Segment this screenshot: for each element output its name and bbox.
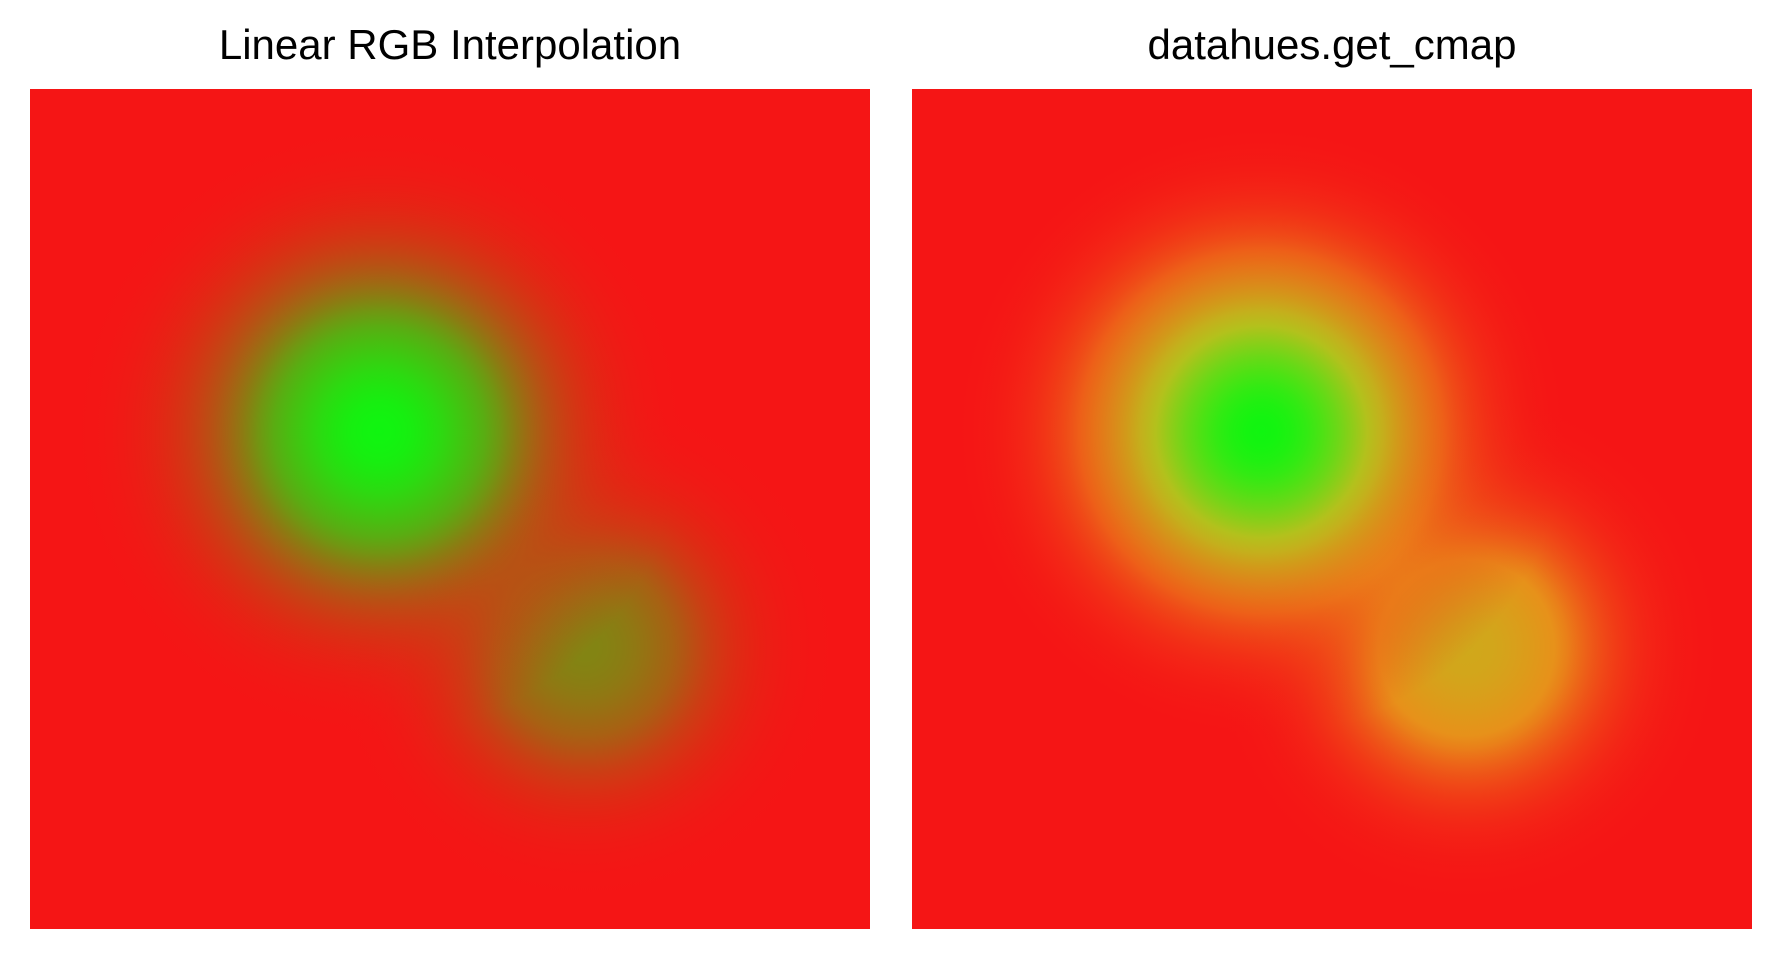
heatmap: [912, 89, 1752, 929]
heatmap-blob: [959, 129, 1564, 735]
heatmap-blob: [77, 129, 682, 735]
heatmap: [30, 89, 870, 929]
panel-title: Linear RGB Interpolation: [219, 21, 681, 68]
panel-title: datahues.get_cmap: [1148, 21, 1517, 68]
